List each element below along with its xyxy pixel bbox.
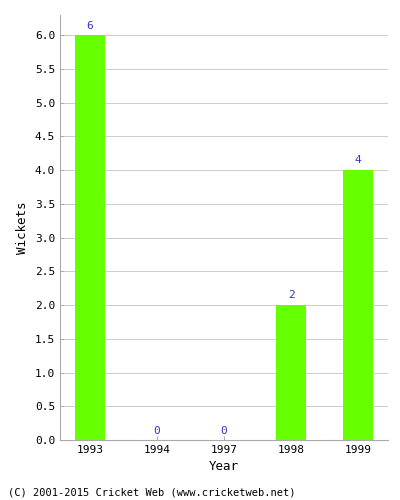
- X-axis label: Year: Year: [209, 460, 239, 473]
- Bar: [343, 170, 373, 440]
- Text: 2: 2: [288, 290, 294, 300]
- Y-axis label: Wickets: Wickets: [16, 201, 29, 254]
- Bar: [75, 35, 105, 440]
- Text: 4: 4: [355, 156, 361, 166]
- Bar: [276, 305, 306, 440]
- Text: (C) 2001-2015 Cricket Web (www.cricketweb.net): (C) 2001-2015 Cricket Web (www.cricketwe…: [8, 488, 296, 498]
- Text: 0: 0: [221, 426, 227, 436]
- Text: 6: 6: [87, 20, 93, 30]
- Text: 0: 0: [154, 426, 160, 436]
